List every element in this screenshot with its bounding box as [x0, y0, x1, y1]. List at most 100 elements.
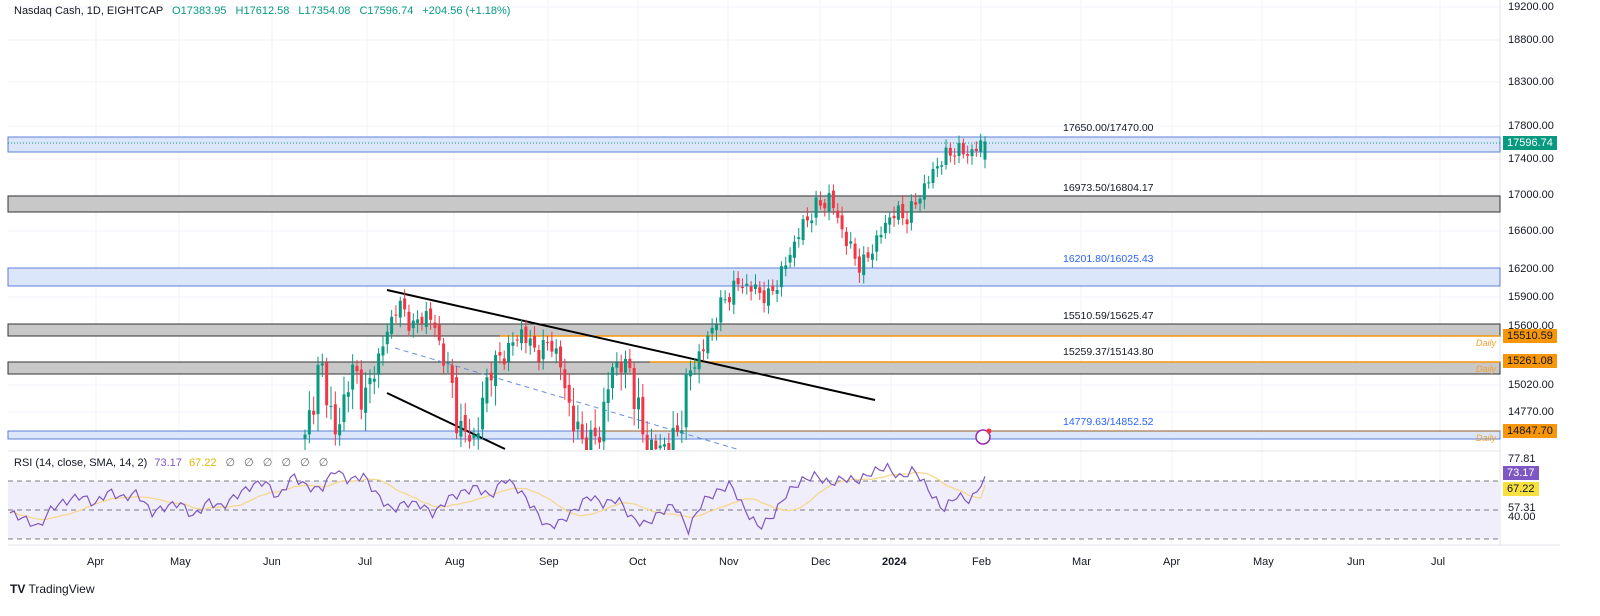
alert-price-tag: 15261.08: [1503, 354, 1557, 368]
candle-down: [502, 358, 506, 365]
candle-down: [394, 314, 398, 316]
candle-down: [429, 308, 433, 320]
candle-up: [398, 300, 402, 318]
rsi-axis-label: 77.81: [1508, 453, 1536, 465]
candle-up: [814, 197, 818, 218]
time-axis-label: Sep: [539, 556, 559, 568]
candle-up: [346, 392, 350, 397]
candle-down: [455, 377, 459, 434]
candle-down: [407, 311, 411, 331]
zone-label: 17650.00/17470.00: [1063, 122, 1154, 134]
rsi-axis-label: 40.00: [1508, 511, 1536, 523]
candle-down: [420, 316, 424, 325]
candle-up: [481, 397, 485, 430]
candle-up: [377, 353, 381, 375]
candle-up: [883, 222, 887, 234]
candle-down: [498, 352, 502, 356]
trendline-lower: [386, 392, 506, 450]
candle-up: [589, 429, 593, 450]
zone-label: 14779.63/14852.52: [1063, 416, 1154, 428]
time-axis-label: Jul: [1431, 556, 1446, 568]
flash-alert-icon: [975, 429, 991, 445]
candle-up: [979, 140, 983, 152]
candle-down: [840, 215, 844, 230]
symbol-name: Nasdaq Cash, 1D, EIGHTCAP: [14, 5, 163, 17]
candle-up: [372, 378, 376, 382]
rsi-value: 73.17: [154, 457, 182, 469]
candle-down: [580, 424, 584, 439]
rsi-legend: RSI (14, close, SMA, 14, 2) 73.17 67.22 …: [14, 456, 331, 469]
candle-down: [489, 372, 493, 381]
candle-down: [433, 322, 437, 328]
candle-up: [576, 421, 580, 430]
candle-up: [611, 367, 615, 389]
candle-up: [342, 394, 346, 423]
candle-up: [957, 143, 961, 156]
candle-down: [758, 287, 762, 294]
candle-down: [762, 290, 766, 304]
candle-up: [507, 342, 511, 362]
candle-down: [567, 384, 571, 403]
candle-up: [329, 405, 333, 407]
price-axis-label: 18800.00: [1508, 34, 1554, 46]
price-axis-label: 15900.00: [1508, 291, 1554, 303]
candle-down: [805, 216, 809, 221]
price-axis-label: 17000.00: [1508, 189, 1554, 201]
candle-down: [823, 202, 827, 209]
time-axis-label: Mar: [1072, 556, 1091, 568]
candle-up: [368, 378, 372, 385]
candle-up: [784, 265, 788, 270]
candle-up: [624, 358, 628, 373]
candle-down: [533, 335, 537, 348]
zone-blue: [7, 136, 1501, 153]
candle-up: [364, 387, 368, 413]
zone-grey: [7, 323, 1501, 337]
candle-up: [775, 290, 779, 294]
candle-up: [385, 331, 389, 345]
candle-down: [892, 215, 896, 219]
candle-down: [463, 415, 467, 432]
rsi-value-tag: 73.17: [1503, 466, 1539, 480]
candle-up: [320, 363, 324, 366]
candle-down: [515, 339, 519, 341]
candle-up: [671, 427, 675, 450]
candle-up: [944, 147, 948, 165]
candle-down: [585, 437, 589, 450]
candle-up: [411, 320, 415, 329]
zone-label: 16201.80/16025.43: [1063, 253, 1154, 265]
tradingview-logo[interactable]: TV TradingView: [10, 582, 95, 596]
candle-down: [593, 427, 597, 437]
candle-down: [961, 143, 965, 155]
zone-label: 16973.50/16804.17: [1063, 182, 1154, 194]
candle-down: [355, 366, 359, 372]
candle-down: [857, 256, 861, 273]
zone-blue: [7, 267, 1501, 287]
candle-up: [338, 424, 342, 436]
candle-down: [740, 286, 744, 289]
candle-down: [550, 340, 554, 352]
candle-up: [875, 235, 879, 252]
last-price-tag: 17596.74: [1503, 136, 1557, 150]
time-axis-label: Apr: [87, 556, 105, 568]
candle-down: [359, 369, 363, 410]
candle-up: [909, 201, 913, 223]
rsi-name: RSI (14, close, SMA, 14, 2): [14, 457, 148, 469]
price-axis-label: 15020.00: [1508, 379, 1554, 391]
candle-up: [602, 401, 606, 442]
price-axis-label: 14770.00: [1508, 406, 1554, 418]
candle-up: [511, 342, 515, 346]
candle-up: [528, 338, 532, 346]
candle-up: [797, 237, 801, 239]
time-axis-label: Dec: [811, 556, 831, 568]
price-pane: [8, 0, 1500, 451]
alert-price-tag: 14847.70: [1503, 424, 1557, 438]
time-axis-label: Oct: [629, 556, 647, 568]
candle-up: [922, 183, 926, 200]
candle-up: [896, 205, 900, 220]
candle-down: [403, 298, 407, 310]
ohlc-low: L17354.08: [298, 5, 351, 17]
candle-down: [844, 231, 848, 247]
candle-up: [424, 311, 428, 327]
candle-down: [641, 396, 645, 435]
